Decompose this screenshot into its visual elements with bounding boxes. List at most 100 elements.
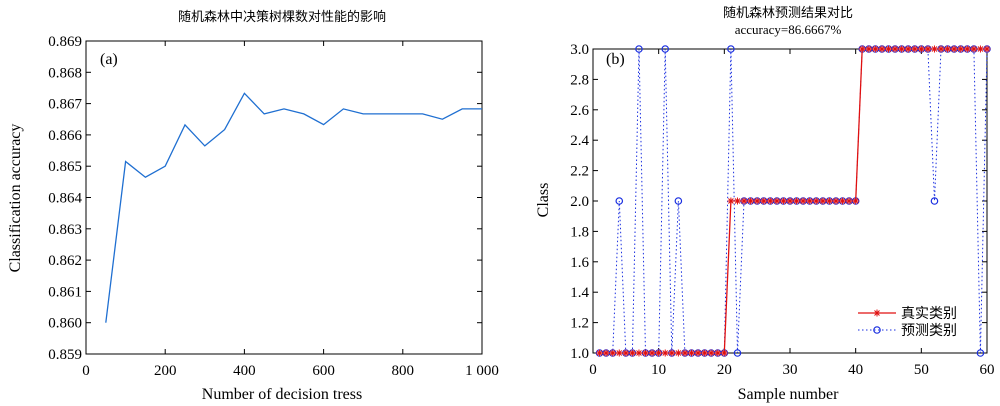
true-data-point — [839, 197, 847, 205]
true-data-point — [871, 45, 879, 53]
true-data-point — [766, 197, 774, 205]
accuracy-data-point — [421, 112, 424, 115]
legend-entry: 真实类别 — [858, 306, 957, 322]
predicted-data-point — [930, 197, 939, 205]
true-data-point — [963, 45, 971, 53]
true-data-point — [760, 197, 768, 205]
true-data-point — [701, 349, 709, 357]
y-tick-label: 2.6 — [570, 103, 589, 119]
true-data-point — [753, 197, 761, 205]
true-data-point — [648, 349, 656, 357]
predicted-data-point — [727, 45, 735, 53]
true-data-point — [911, 45, 919, 53]
true-data-point — [779, 197, 787, 205]
true-data-point — [898, 45, 906, 53]
true-data-point — [720, 349, 728, 357]
y-tick-label: 0.864 — [48, 191, 82, 207]
true-data-point — [832, 197, 840, 205]
true-data-point — [707, 349, 715, 357]
y-tick-label: 0.862 — [48, 253, 82, 269]
true-data-point — [668, 349, 676, 357]
true-data-point — [694, 349, 702, 357]
true-data-point — [740, 197, 748, 205]
panel-b-prediction-chart: 随机森林预测结果对比 accuracy=86.6667% (b) Sample … — [535, 5, 995, 403]
y-tick-label: 0.861 — [48, 284, 82, 300]
true-data-point — [714, 349, 722, 357]
panel-a-plot-area — [104, 92, 484, 324]
true-data-point — [733, 197, 741, 205]
true-data-point — [885, 45, 892, 53]
panel-a-y-axis-label: Classification accuracy — [7, 124, 24, 273]
true-data-point — [688, 349, 695, 357]
true-data-point — [747, 197, 755, 205]
true-data-point — [628, 349, 636, 357]
y-tick-label: 3.0 — [570, 42, 589, 58]
x-tick-label: 600 — [312, 363, 335, 379]
x-tick-label: 800 — [392, 363, 415, 379]
accuracy-data-point — [184, 123, 187, 126]
accuracy-data-point — [164, 165, 167, 168]
true-data-point — [635, 349, 643, 357]
panel-b-plot-area — [595, 45, 991, 357]
true-data-point — [845, 197, 853, 205]
panel-a-title: 随机森林中决策树棵数对性能的影响 — [178, 9, 386, 24]
accuracy-data-point — [481, 107, 484, 110]
y-tick-label: 0.866 — [48, 128, 82, 144]
x-tick-label: 400 — [233, 363, 256, 379]
accuracy-data-point — [124, 160, 127, 163]
predicted-data-point — [976, 349, 985, 357]
true-data-point — [970, 45, 978, 53]
true-data-point — [937, 45, 945, 53]
predicted-data-point — [661, 45, 670, 53]
true-data-point — [852, 197, 860, 205]
x-tick-label: 0 — [589, 362, 597, 378]
accuracy-data-point — [223, 128, 226, 131]
x-tick-label: 40 — [848, 362, 863, 378]
legend-marker-star — [873, 309, 881, 317]
true-data-point — [786, 197, 794, 205]
y-tick-label: 0.868 — [48, 65, 82, 81]
true-data-point — [661, 349, 669, 357]
x-tick-label: 60 — [980, 362, 995, 378]
y-tick-label: 1.6 — [570, 255, 589, 271]
x-tick-label: 0 — [82, 363, 90, 379]
accuracy-data-point — [382, 112, 385, 115]
true-data-point — [727, 197, 735, 205]
x-tick-label: 20 — [717, 362, 732, 378]
true-data-point — [825, 197, 833, 205]
true-data-point — [596, 349, 604, 357]
true-data-point — [812, 197, 820, 205]
panel-b-label: (b) — [606, 51, 625, 68]
panel-a-label: (a) — [100, 51, 118, 68]
y-tick-label: 2.2 — [570, 164, 589, 180]
y-tick-label: 0.865 — [48, 159, 82, 175]
true-data-point — [924, 45, 932, 53]
true-data-point — [655, 349, 663, 357]
accuracy-data-point — [461, 107, 464, 110]
panel-b-title: 随机森林预测结果对比 — [723, 5, 853, 20]
predicted-data-point — [733, 349, 742, 357]
accuracy-data-point — [441, 118, 444, 121]
true-data-point — [773, 197, 781, 205]
predicted-data-point — [615, 197, 624, 205]
true-data-point — [622, 349, 630, 357]
panel-a-accuracy-chart: 随机森林中决策树棵数对性能的影响 (a) Number of decision … — [7, 9, 499, 403]
accuracy-data-point — [104, 321, 107, 324]
accuracy-data-point — [342, 107, 345, 110]
true-data-point — [917, 45, 925, 53]
y-tick-label: 0.867 — [48, 97, 82, 113]
y-tick-label: 2.8 — [570, 72, 589, 88]
accuracy-data-point — [322, 123, 325, 126]
x-tick-label: 30 — [783, 362, 798, 378]
true-data-point — [904, 45, 912, 53]
true-data-point — [944, 45, 952, 53]
y-tick-label: 1.8 — [570, 224, 589, 240]
y-tick-label: 1.4 — [570, 285, 589, 301]
x-tick-label: 200 — [154, 363, 177, 379]
predicted-data-point — [635, 45, 643, 53]
y-tick-label: 0.869 — [48, 34, 82, 50]
true-data-point — [819, 197, 827, 205]
predicted-data-point — [674, 197, 683, 205]
accuracy-data-point — [302, 112, 305, 115]
